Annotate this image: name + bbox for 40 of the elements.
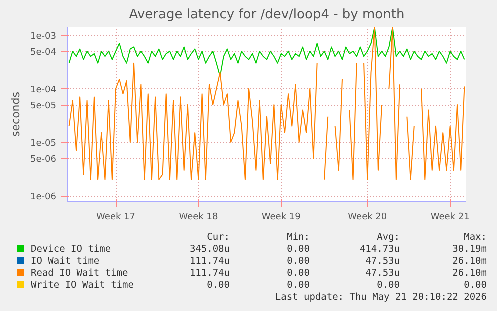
y-tick-label: 5e-05 xyxy=(30,102,57,112)
y-tick-label: 1e-04 xyxy=(30,85,57,96)
text: 414.73u xyxy=(358,244,400,256)
chart-title: Average latency for /dev/loop4 - by month xyxy=(129,8,405,22)
x-tick-label: Week 18 xyxy=(179,212,218,222)
text: 0.00 xyxy=(376,280,400,292)
text: Min: xyxy=(286,232,310,244)
text: 345.08u xyxy=(188,244,230,256)
legend-label: Write IO Wait time xyxy=(31,280,135,292)
legend-label: Device IO time xyxy=(31,244,112,256)
text: Last update: Thu May 21 20:10:22 2026 xyxy=(274,292,487,304)
text: Avg: xyxy=(376,232,400,244)
text: 0.00 xyxy=(206,280,230,292)
x-tick-label: Week 21 xyxy=(430,212,470,222)
text: 111.74u xyxy=(188,268,230,280)
text: 0.00 xyxy=(286,256,310,268)
line-series xyxy=(68,28,466,78)
text: 47.53u xyxy=(364,256,400,268)
x-tick-label: Week 20 xyxy=(348,212,388,222)
y-axis-title: seconds xyxy=(10,92,23,137)
text: 0.00 xyxy=(286,268,310,280)
text: 0.00 xyxy=(286,280,310,292)
y-tick-label: 1e-06 xyxy=(30,192,57,203)
legend-label: Read IO Wait time xyxy=(31,268,130,280)
y-tick-label: 5e-04 xyxy=(30,48,57,58)
y-tick-label: 1e-03 xyxy=(30,32,57,42)
text: Max: xyxy=(463,232,487,244)
y-tick-label: 1e-05 xyxy=(30,138,57,149)
legend-label: IO Wait time xyxy=(31,256,101,268)
y-tick-label: 5e-06 xyxy=(30,155,57,166)
text: 0.00 xyxy=(286,244,310,256)
text: 111.74u xyxy=(188,256,230,268)
text: 26.10m xyxy=(452,268,487,280)
text: 26.10m xyxy=(452,256,487,268)
text: 0.00 xyxy=(463,280,487,292)
x-tick-label: Week 17 xyxy=(96,212,136,222)
x-tick-label: Week 19 xyxy=(262,212,302,222)
text: Cur: xyxy=(206,232,230,244)
text: 47.53u xyxy=(364,268,400,280)
text: 30.19m xyxy=(452,244,487,256)
